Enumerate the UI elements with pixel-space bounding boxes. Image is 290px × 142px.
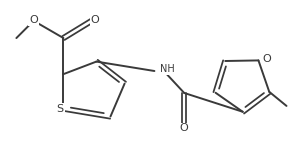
Text: O: O <box>90 15 99 25</box>
Text: NH: NH <box>160 64 175 74</box>
Text: O: O <box>180 123 189 133</box>
Text: S: S <box>57 104 64 114</box>
Text: O: O <box>262 54 271 64</box>
Text: O: O <box>29 15 38 25</box>
